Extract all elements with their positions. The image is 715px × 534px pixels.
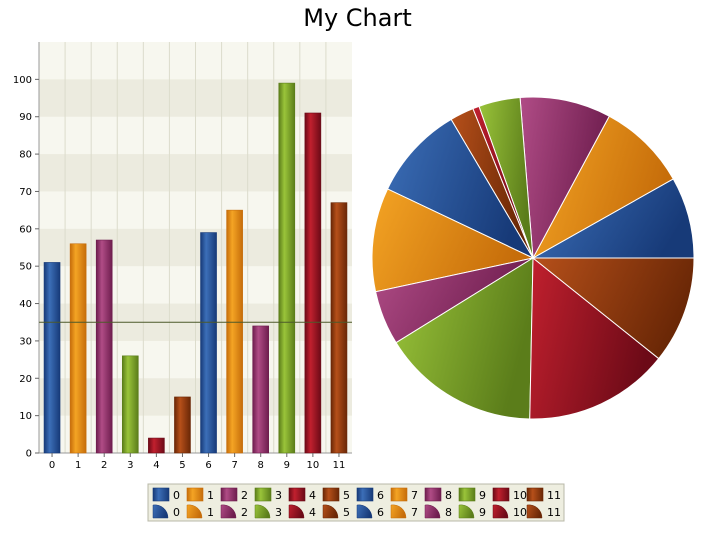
legend-label-pie: 6 (377, 506, 384, 519)
legend-label-bar: 8 (445, 489, 452, 502)
bar-11 (330, 202, 348, 454)
legend-label-pie: 3 (275, 506, 282, 519)
legend-label-bar: 11 (547, 489, 561, 502)
legend-swatch-bar (492, 487, 510, 502)
pie-slice-6 (386, 118, 535, 260)
legend-swatch-pie (356, 504, 373, 519)
legend-swatch-bar (424, 487, 442, 502)
x-tick-label: 2 (101, 460, 107, 471)
y-tick-label: 10 (19, 411, 32, 422)
legend-label-bar: 9 (479, 489, 486, 502)
bar-4 (148, 437, 165, 454)
bar-chart: 0 10 20 30 40 50 60 70 80 90 100 0 1 2 3 4 5 6 7 8 9 10 11 (13, 42, 352, 471)
legend-swatch-bar (152, 487, 170, 502)
x-tick-label: 7 (231, 460, 237, 471)
pie-slice-1 (531, 115, 674, 260)
legend-swatch-pie (322, 504, 339, 519)
y-tick-label: 30 (19, 336, 32, 347)
chart-title: My Chart (303, 4, 412, 32)
x-tick-label: 3 (127, 460, 133, 471)
pie-slice-7 (371, 188, 535, 293)
legend-swatch-pie (254, 504, 271, 519)
bar-10 (304, 112, 322, 454)
legend-label-pie: 7 (411, 506, 418, 519)
y-tick-label: 80 (19, 150, 32, 161)
y-tick-label: 60 (19, 224, 32, 235)
legend-swatch-pie (458, 504, 475, 519)
bar-2 (95, 239, 113, 454)
bar-6 (200, 232, 217, 454)
legend-swatch-bar (220, 487, 238, 502)
legend-swatch-pie (186, 504, 203, 519)
bar-1 (69, 243, 87, 454)
bar-0 (43, 262, 61, 454)
x-tick-label: 6 (205, 460, 211, 471)
legend-swatch-bar (322, 487, 340, 502)
y-tick-label: 100 (13, 75, 32, 86)
legend-swatch-pie (288, 504, 305, 519)
bar-3 (121, 355, 139, 454)
legend-swatch-pie (424, 504, 441, 519)
legend-swatch-pie (152, 504, 169, 519)
bar-5 (174, 396, 191, 454)
y-tick-label: 20 (19, 374, 32, 385)
legend-swatch-bar (254, 487, 272, 502)
x-tick-label: 8 (258, 460, 264, 471)
legend-swatch-bar (458, 487, 476, 502)
legend-label-bar: 4 (309, 489, 316, 502)
legend-label-pie: 1 (207, 506, 214, 519)
legend-label-bar: 0 (173, 489, 180, 502)
legend-swatch-bar (288, 487, 306, 502)
x-tick-label: 5 (179, 460, 185, 471)
bar-8 (252, 325, 270, 454)
pie-slice-9 (395, 257, 534, 420)
x-tick-label: 0 (49, 460, 55, 471)
legend-label-bar: 1 (207, 489, 214, 502)
y-tick-label: 0 (26, 449, 32, 460)
x-tick-label: 9 (284, 460, 290, 471)
legend-swatch-bar (356, 487, 374, 502)
y-tick-label: 90 (19, 112, 32, 123)
x-tick-label: 11 (333, 460, 346, 471)
x-tick-label: 10 (307, 460, 320, 471)
x-tick-label: 1 (75, 460, 81, 471)
legend-label-pie: 11 (547, 506, 561, 519)
x-tick-label: 4 (153, 460, 159, 471)
legend-label-pie: 0 (173, 506, 180, 519)
legend-swatch-bar (186, 487, 204, 502)
legend-swatch-pie (390, 504, 407, 519)
legend-swatch-pie (220, 504, 237, 519)
legend-label-bar: 2 (241, 489, 248, 502)
legend-label-pie: 2 (241, 506, 248, 519)
legend-label-bar: 10 (513, 489, 527, 502)
legend-swatch-bar (390, 487, 408, 502)
legend-label-pie: 10 (513, 506, 527, 519)
pie-slice-2 (519, 96, 610, 260)
legend-swatch-pie (526, 504, 543, 519)
legend-label-bar: 7 (411, 489, 418, 502)
legend-swatch-pie (492, 504, 509, 519)
legend-label-bar: 5 (343, 489, 350, 502)
legend-swatch-bar (526, 487, 544, 502)
legend-label-pie: 8 (445, 506, 452, 519)
legend-label-pie: 5 (343, 506, 350, 519)
pie-slice-10 (529, 256, 660, 420)
y-tick-label: 40 (19, 299, 32, 310)
legend-label-bar: 3 (275, 489, 282, 502)
legend-label-bar: 6 (377, 489, 384, 502)
pie-chart (371, 96, 695, 420)
y-tick-label: 50 (19, 262, 32, 273)
bar-9 (278, 82, 296, 454)
y-tick-label: 70 (19, 187, 32, 198)
bar-7 (226, 209, 243, 454)
legend: 0 1 2 3 4 5 6 7 8 9 10 11 0 1 2 3 4 5 6 7 8 9 10 11 (147, 483, 565, 522)
legend-label-pie: 4 (309, 506, 316, 519)
legend-label-pie: 9 (479, 506, 486, 519)
pie-slice-11 (531, 257, 695, 360)
